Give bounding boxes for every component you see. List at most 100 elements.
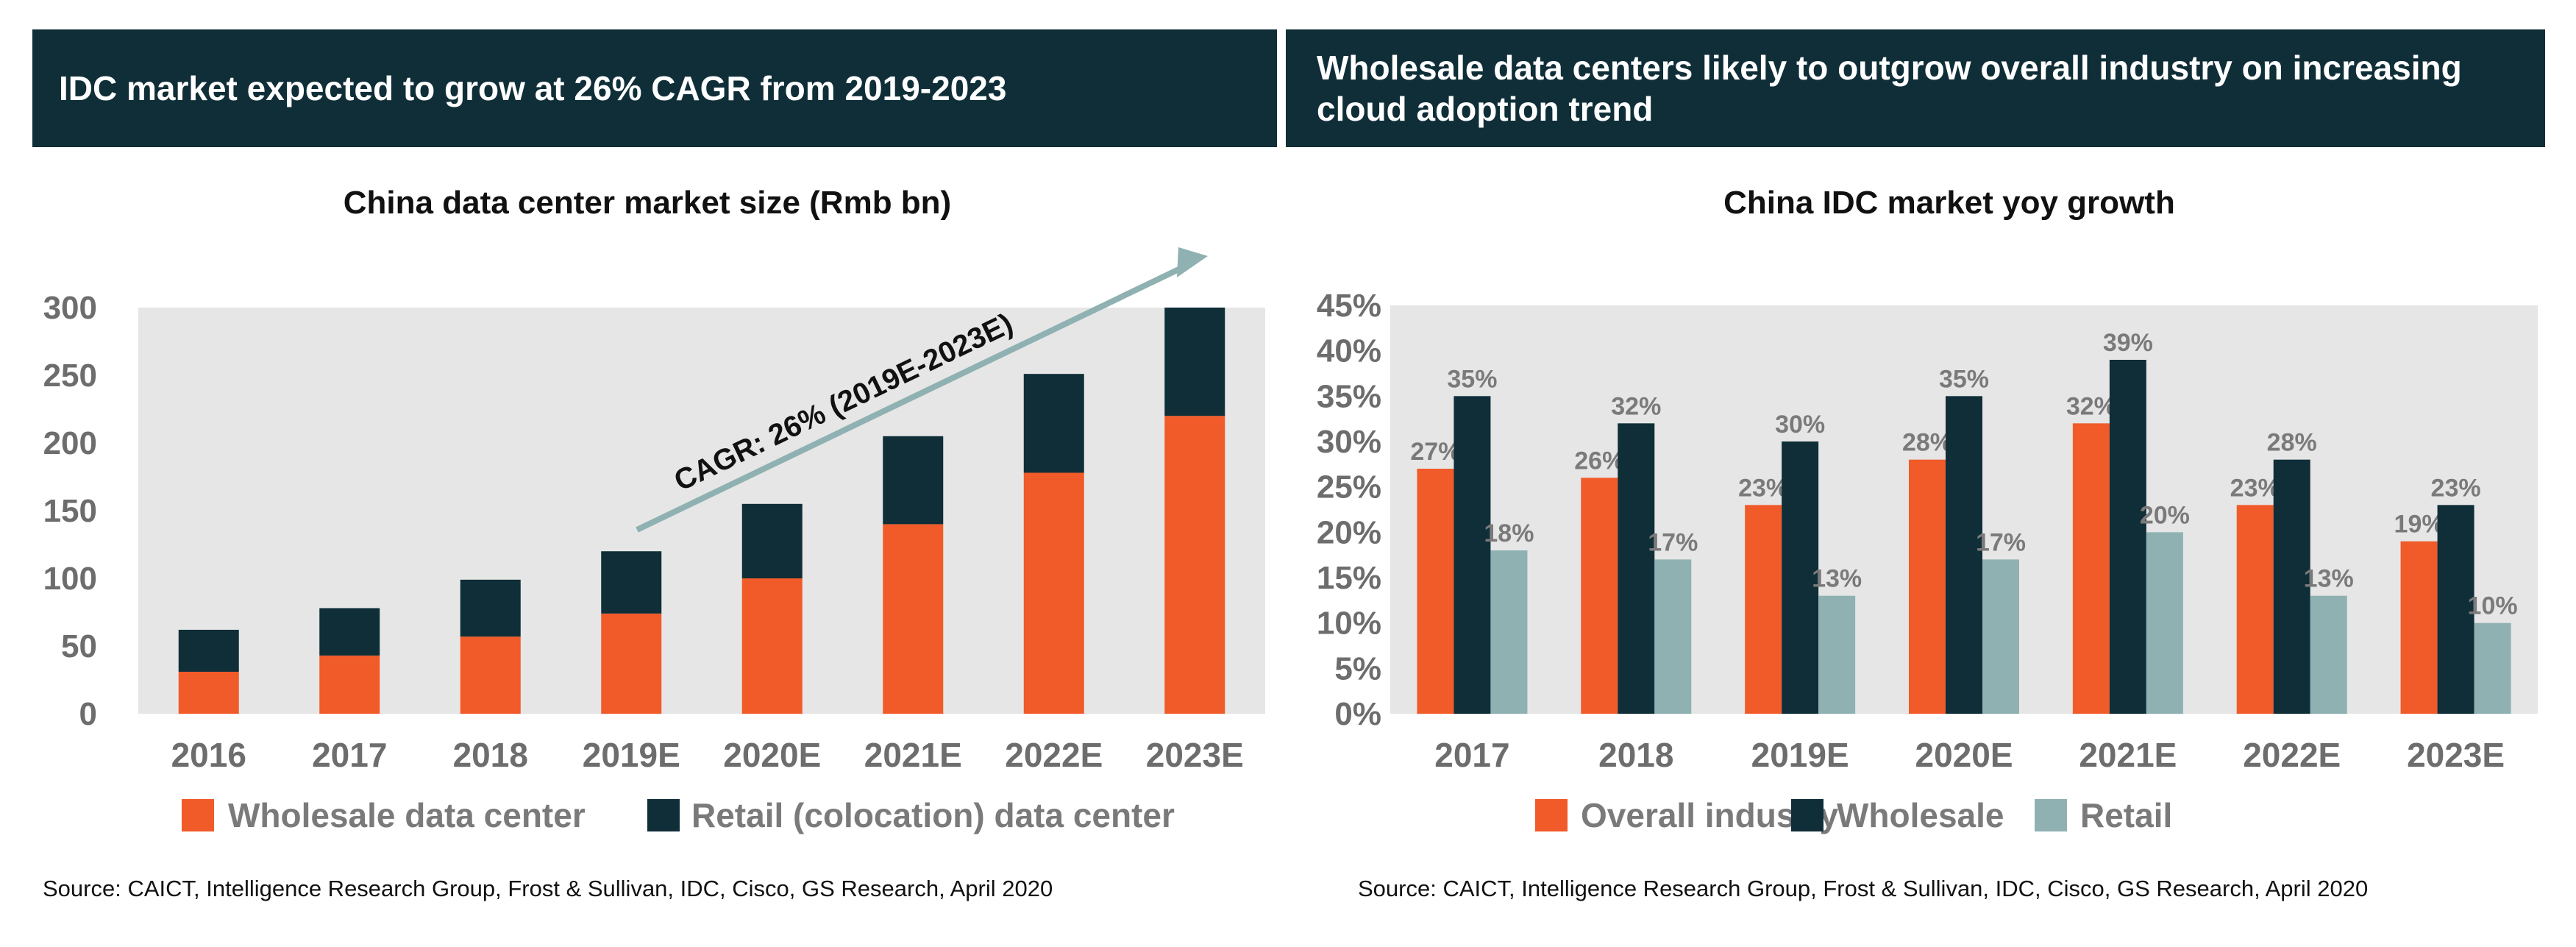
bar-retail bbox=[1654, 559, 1692, 714]
y-tick-label: 30% bbox=[1317, 424, 1381, 460]
y-tick-label: 50 bbox=[61, 628, 97, 664]
cagr-arrow-head bbox=[1177, 247, 1208, 277]
x-tick-label: 2016 bbox=[171, 736, 246, 774]
x-tick-label: 2021E bbox=[2079, 736, 2177, 774]
y-tick-label: 0 bbox=[79, 696, 97, 732]
bar-wholesale bbox=[2273, 459, 2310, 714]
x-tick-label: 2018 bbox=[1598, 736, 1673, 774]
data-label-wholesale: 28% bbox=[2267, 429, 2317, 457]
data-label-retail: 13% bbox=[1812, 565, 1862, 593]
legend-label-wholesale: Wholesale bbox=[1837, 796, 2004, 834]
bar-overall bbox=[2072, 423, 2110, 714]
y-tick-label: 5% bbox=[1334, 650, 1381, 687]
y-tick-label: 25% bbox=[1317, 469, 1381, 506]
bar-overall bbox=[1909, 459, 1946, 714]
data-label-overall: 26% bbox=[1574, 447, 1624, 475]
data-label-wholesale: 39% bbox=[2103, 329, 2153, 357]
data-label-wholesale: 32% bbox=[1611, 392, 1661, 420]
plot-area bbox=[138, 308, 1265, 714]
legend-swatch-retail bbox=[2035, 799, 2067, 831]
x-tick-label: 2022E bbox=[1005, 736, 1103, 774]
bar-wholesale bbox=[2437, 505, 2474, 714]
data-label-overall: 23% bbox=[2230, 474, 2280, 502]
bar-retail bbox=[1023, 374, 1084, 473]
data-label-overall: 19% bbox=[2394, 511, 2444, 539]
right-source-note: Source: CAICT, Intelligence Research Gro… bbox=[1358, 876, 2369, 901]
y-tick-label: 40% bbox=[1317, 333, 1381, 369]
data-label-retail: 17% bbox=[1976, 528, 2026, 556]
left-source-note: Source: CAICT, Intelligence Research Gro… bbox=[43, 876, 1053, 901]
bar-wholesale bbox=[178, 671, 239, 714]
bar-wholesale bbox=[2109, 360, 2146, 714]
data-label-wholesale: 35% bbox=[1447, 365, 1497, 393]
y-tick-label: 35% bbox=[1317, 378, 1381, 414]
bar-overall bbox=[2236, 505, 2274, 714]
bar-overall bbox=[1417, 469, 1454, 714]
legend-label-wholesale: Wholesale data center bbox=[228, 796, 586, 834]
y-tick-label: 20% bbox=[1317, 514, 1381, 550]
bar-retail bbox=[1982, 559, 2019, 714]
y-tick-label: 10% bbox=[1317, 606, 1381, 642]
y-tick-label: 0% bbox=[1334, 696, 1381, 732]
bar-wholesale bbox=[1946, 396, 1982, 714]
data-label-retail: 17% bbox=[1648, 528, 1698, 556]
legend-swatch-retail bbox=[647, 799, 680, 831]
bar-wholesale bbox=[741, 578, 803, 714]
bar-wholesale bbox=[1023, 472, 1084, 714]
chart-title: China IDC market yoy growth bbox=[1723, 185, 2175, 221]
market-size-chart-panel: China data center market size (Rmb bn) 0 5… bbox=[29, 155, 1295, 890]
y-tick-label: 100 bbox=[43, 561, 97, 597]
data-label-overall: 23% bbox=[1738, 474, 1788, 502]
bar-wholesale bbox=[319, 655, 380, 714]
y-tick-label: 300 bbox=[43, 290, 97, 326]
x-tick-label: 2021E bbox=[864, 736, 962, 774]
bar-retail bbox=[178, 629, 239, 672]
x-tick-label: 2023E bbox=[1146, 736, 1244, 774]
x-tick-label: 2020E bbox=[1915, 736, 2013, 774]
left-header-banner: IDC market expected to grow at 26% CAGR … bbox=[32, 29, 1277, 147]
data-label-overall: 28% bbox=[1902, 429, 1952, 457]
legend-swatch-overall bbox=[1535, 799, 1568, 831]
bar-wholesale bbox=[1164, 416, 1225, 714]
x-tick-label: 2019E bbox=[1751, 736, 1849, 774]
x-tick-label: 2022E bbox=[2243, 736, 2341, 774]
yoy-growth-chart-panel: China IDC market yoy growth 0% 5% 10% 15% 20%… bbox=[1295, 155, 2560, 890]
right-header-banner: Wholesale data centers likely to outgrow… bbox=[1286, 29, 2545, 147]
x-tick-label: 2017 bbox=[1434, 736, 1509, 774]
bar-wholesale bbox=[883, 524, 944, 714]
bar-retail bbox=[2146, 532, 2183, 714]
y-tick-label: 250 bbox=[43, 358, 97, 394]
yoy-growth-chart: China IDC market yoy growth 0% 5% 10% 15% 20%… bbox=[1317, 185, 2538, 834]
bar-retail bbox=[460, 579, 521, 637]
x-tick-label: 2019E bbox=[583, 736, 680, 774]
data-label-overall: 32% bbox=[2066, 392, 2116, 420]
legend-swatch-wholesale bbox=[1791, 799, 1824, 831]
data-label-retail: 20% bbox=[2140, 501, 2190, 529]
bar-retail bbox=[741, 503, 803, 578]
bar-retail bbox=[1818, 595, 1856, 714]
bar-overall bbox=[2400, 541, 2438, 714]
bar-wholesale bbox=[1454, 396, 1491, 714]
x-tick-label: 2020E bbox=[723, 736, 821, 774]
x-tick-label: 2017 bbox=[312, 736, 387, 774]
bar-wholesale bbox=[601, 613, 662, 714]
right-header-title: Wholesale data centers likely to outgrow… bbox=[1317, 49, 2462, 128]
bar-wholesale bbox=[1618, 423, 1655, 714]
y-tick-label: 150 bbox=[43, 493, 97, 529]
legend-label-retail: Retail (colocation) data center bbox=[691, 796, 1175, 834]
bar-retail bbox=[601, 551, 662, 614]
data-label-wholesale: 35% bbox=[1939, 365, 1989, 393]
data-label-overall: 27% bbox=[1410, 438, 1460, 466]
chart-title: China data center market size (Rmb bn) bbox=[344, 185, 951, 221]
bar-wholesale bbox=[1782, 441, 1819, 714]
bar-wholesale bbox=[460, 636, 521, 714]
y-tick-label: 45% bbox=[1317, 288, 1381, 324]
bar-retail bbox=[1490, 550, 1528, 714]
bar-retail bbox=[2310, 595, 2347, 714]
bar-retail bbox=[2474, 623, 2511, 714]
legend-label-retail: Retail bbox=[2080, 796, 2172, 834]
data-label-wholesale: 30% bbox=[1775, 411, 1825, 439]
data-label-retail: 10% bbox=[2468, 592, 2518, 620]
cagr-arrow-line bbox=[636, 262, 1189, 533]
y-tick-label: 200 bbox=[43, 425, 97, 461]
